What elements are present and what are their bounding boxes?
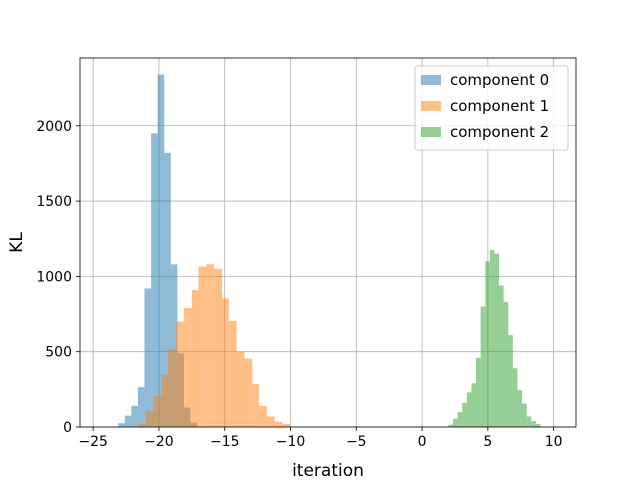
bar-s0-4 [144,288,152,427]
legend-box [414,65,569,151]
bar-s1-2 [153,396,162,427]
bar-s1-11 [222,298,229,427]
bar-s1-9 [206,264,215,427]
histogram-bars [118,74,541,427]
bar-s1-15 [252,384,259,427]
bar-s2-14 [512,368,518,427]
series-1-bars [137,264,291,427]
legend-label-2: component 2 [450,123,549,141]
series-2-bars [448,250,541,427]
legend-swatch-2 [421,127,441,137]
bar-s0-8 [170,264,178,427]
bar-s0-7 [164,152,171,427]
bar-s2-8 [485,261,490,427]
legend-label-0: component 0 [450,71,549,89]
y-tick-label-2: 1000 [36,269,72,285]
bar-s2-13 [508,335,513,427]
bar-s1-12 [228,320,237,427]
x-tick-label-7: 10 [545,434,563,450]
axis-ticks: −25 −20 −15 −10 −5 0 5 10 0 500 1000 1500 2000 [36,119,562,450]
x-tick-label-4: −5 [346,434,367,450]
plot-frame [79,57,577,428]
bar-s1-16 [258,405,267,427]
legend: component 0 component 1 component 2 [414,65,569,151]
bar-s1-3 [161,375,169,427]
bar-s2-4 [466,392,472,427]
legend-label-1: component 1 [450,97,549,115]
bar-s2-9 [489,250,495,427]
y-tick-label-1: 500 [45,345,72,361]
y-tick-label-4: 2000 [36,119,72,135]
bar-s1-7 [191,289,199,427]
bar-s2-12 [503,301,509,427]
bar-s0-1 [124,415,132,427]
bar-s1-4 [168,349,177,427]
bar-s2-10 [494,253,500,427]
x-tick-label-6: 5 [483,434,492,450]
bar-s1-17 [266,416,275,427]
bar-s2-7 [480,306,486,427]
bar-s0-5 [151,133,158,427]
bar-s2-17 [526,416,532,427]
bar-s2-3 [462,402,467,427]
bar-s1-5 [176,321,184,427]
bar-s1-18 [274,421,283,427]
bar-s0-3 [137,387,145,427]
x-tick-label-5: 0 [418,434,427,450]
y-tick-label-0: 0 [63,420,72,436]
x-tick-label-1: −20 [144,434,174,450]
bar-s1-19 [282,423,291,427]
bar-s1-14 [244,358,253,427]
x-tick-label-0: −25 [78,434,108,450]
bar-s2-16 [522,403,527,427]
bar-s2-0 [448,424,453,427]
y-tick-label-3: 1500 [36,194,72,210]
bar-s1-6 [183,308,192,427]
bar-s1-10 [214,268,223,427]
bar-s2-5 [471,383,477,427]
y-axis-label: KL [7,232,27,253]
x-axis-label: iteration [292,461,364,480]
bar-s1-0 [137,423,146,427]
bar-s2-11 [499,285,504,427]
bar-s0-2 [131,405,138,427]
bar-s2-1 [452,418,458,427]
x-tick-label-3: −10 [276,434,306,450]
bar-s1-13 [236,351,245,427]
bar-s1-8 [198,266,207,427]
bar-s0-6 [157,74,165,427]
bar-s2-6 [476,357,481,427]
bar-s2-18 [531,420,536,427]
x-tick-label-2: −15 [210,434,240,450]
bar-s1-1 [145,411,154,427]
bar-s2-19 [535,423,541,427]
bar-s2-2 [457,411,463,427]
legend-swatch-1 [421,101,441,111]
legend-swatch-0 [421,75,441,85]
bar-s2-15 [517,390,523,427]
bar-s0-0 [118,423,125,427]
